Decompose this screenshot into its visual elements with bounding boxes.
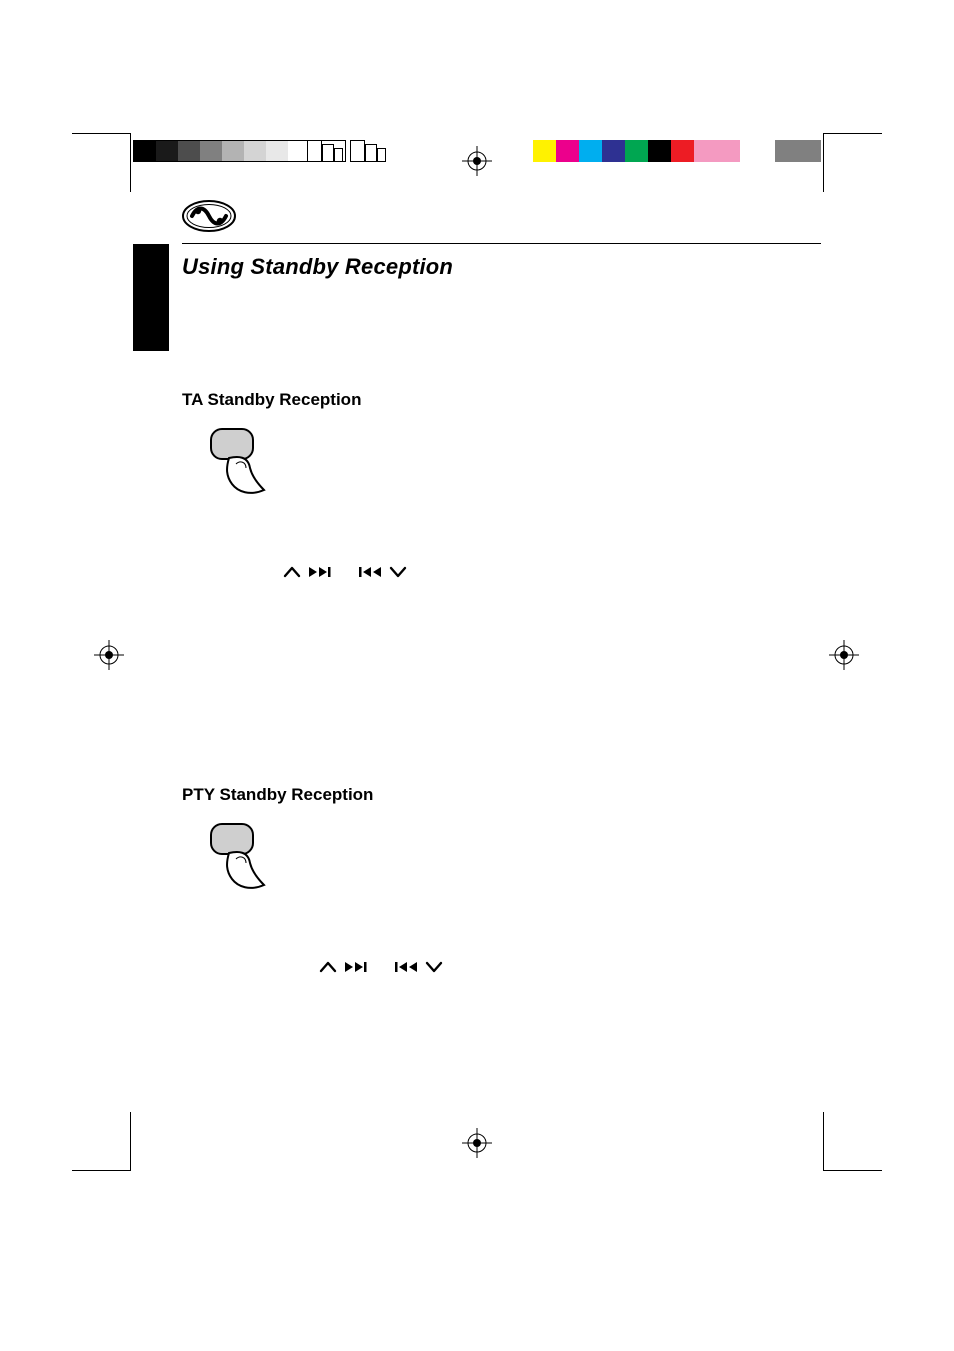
prev-track-icon [357,565,383,579]
content-area: Using Standby Reception TA Standby Recep… [133,200,821,974]
crop-mark-ne [823,133,882,192]
press-button-illustration-pty [208,821,821,904]
next-track-icon [307,565,333,579]
registration-mark-right [829,640,859,670]
press-button-illustration-ta [208,426,821,509]
registration-mark-top [462,146,492,176]
nav-arrows-row-ta [283,565,821,579]
chevron-down-icon [425,960,443,974]
crop-mark-sw [72,1112,131,1171]
registration-mark-bottom [462,1128,492,1158]
nav-arrows-row-pty [319,960,821,974]
section-heading-pty: PTY Standby Reception [182,785,821,805]
calibration-strip-right [533,140,740,162]
next-track-icon [343,960,369,974]
title-rule [182,243,821,244]
chevron-up-icon [319,960,337,974]
chevron-down-icon [389,565,407,579]
crop-mark-se [823,1112,882,1171]
calibration-strip-right-extra [775,140,821,162]
prev-track-icon [393,960,419,974]
calibration-steps-a [307,140,343,162]
brand-logo-icon [182,200,821,237]
crop-mark-nw [72,133,131,192]
calibration-steps-b [350,140,386,162]
page-title: Using Standby Reception [182,254,821,280]
page: Using Standby Reception TA Standby Recep… [0,0,954,1351]
chevron-up-icon [283,565,301,579]
registration-mark-left [94,640,124,670]
section-heading-ta: TA Standby Reception [182,390,821,410]
